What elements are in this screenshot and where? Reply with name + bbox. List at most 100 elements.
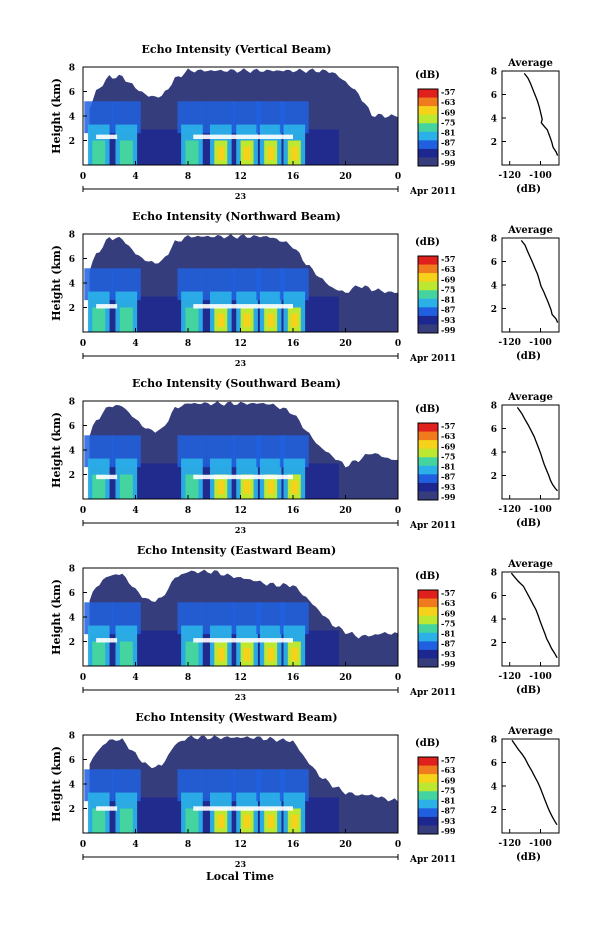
y-tick-label: 2 — [69, 638, 75, 648]
average-title: Average — [507, 726, 553, 737]
average-y-tick-label: 6 — [491, 91, 497, 101]
x-tick-label: 0 — [80, 339, 86, 349]
bright-band — [96, 134, 118, 140]
x-tick-label: 20 — [339, 840, 352, 850]
column-core — [92, 641, 106, 666]
colorbar-tick-label: -69 — [441, 441, 456, 451]
colorbar-swatch — [418, 825, 438, 835]
x-tick-label: 0 — [395, 172, 401, 182]
x-tick-label: 0 — [80, 840, 86, 850]
column-core — [119, 474, 133, 499]
x-tick-label: 20 — [339, 339, 352, 349]
average-y-tick-label: 8 — [491, 402, 497, 412]
colorbar-tick-label: -75 — [441, 284, 455, 294]
column-hot-core — [267, 814, 274, 829]
colorbar-swatch — [418, 649, 438, 659]
column-hot-core — [291, 313, 298, 328]
column-core — [185, 641, 199, 666]
x-tick-label: 20 — [339, 506, 352, 516]
average-x-tick-label: -120 — [498, 171, 521, 181]
average-profile-line — [523, 72, 559, 156]
average-x-label: (dB) — [516, 685, 541, 696]
y-tick-label: 8 — [69, 231, 75, 241]
colorbar-tick-label: -81 — [441, 629, 455, 639]
colorbar-tick-label: -57 — [441, 87, 455, 97]
colorbar-tick-label: -87 — [441, 305, 455, 315]
column-core — [185, 808, 199, 833]
average-frame — [501, 738, 560, 834]
colorbar-tick-label: -81 — [441, 462, 455, 472]
colorbar-tick-label: -87 — [441, 639, 455, 649]
colorbar-swatch — [418, 590, 438, 600]
colorbar-swatch — [418, 157, 438, 167]
colorbar-tick-label: -93 — [441, 816, 456, 826]
y-tick-label: 4 — [69, 614, 75, 624]
colorbar-tick-label: -69 — [441, 107, 456, 117]
y-tick-label: 6 — [69, 422, 75, 432]
column-core — [92, 307, 106, 332]
column-core — [119, 641, 133, 666]
colorbar-swatch — [418, 641, 438, 651]
bright-band — [193, 638, 293, 643]
average-x-label: (dB) — [516, 518, 541, 529]
date-label: Apr 2011 — [409, 187, 456, 197]
average-y-tick-label: 6 — [491, 425, 497, 435]
x-tick-label: 0 — [395, 339, 401, 349]
x-tick-label: 0 — [395, 840, 401, 850]
x-tick-label: 16 — [287, 840, 300, 850]
average-x-tick-label: -100 — [529, 338, 552, 348]
average-frame — [501, 70, 560, 166]
average-y-tick-label: 8 — [491, 68, 497, 78]
x-axis-label: Local Time — [206, 870, 274, 883]
x-tick-label: 4 — [132, 339, 138, 349]
column-hot-core — [267, 647, 274, 662]
column-hot-core — [267, 480, 274, 495]
average-x-label: (dB) — [516, 351, 541, 362]
bright-band — [96, 638, 118, 643]
bright-band — [193, 134, 293, 140]
date-label: Apr 2011 — [409, 855, 456, 865]
column-hot-core — [291, 146, 298, 161]
colorbar-tick-label: -69 — [441, 608, 456, 618]
average-y-tick-label: 4 — [491, 616, 497, 626]
echo-column — [206, 268, 236, 332]
colorbar-swatch — [418, 615, 438, 625]
y-tick-label: 4 — [69, 113, 75, 123]
column-core — [92, 808, 106, 833]
y-tick-label: 4 — [69, 781, 75, 791]
echo-column — [111, 769, 141, 833]
colorbar-swatch — [418, 607, 438, 617]
colorbar-tick-label: -87 — [441, 138, 455, 148]
average-profile-line — [511, 739, 558, 826]
column-hot-core — [267, 146, 274, 161]
colorbar-swatch — [418, 632, 438, 642]
panel-title: Echo Intensity (Vertical Beam) — [141, 43, 331, 56]
echo-column — [111, 101, 141, 165]
bright-band — [193, 474, 293, 480]
x-tick-label: 4 — [132, 172, 138, 182]
column-core — [185, 307, 199, 332]
column-core — [119, 808, 133, 833]
column-hot-core — [291, 814, 298, 829]
average-profile-line — [520, 239, 559, 323]
colorbar-unit: (dB) — [415, 404, 440, 415]
average-y-tick-label: 6 — [491, 759, 497, 769]
colorbar-tick-label: -69 — [441, 775, 456, 785]
y-axis-label: Height (km) — [50, 579, 63, 655]
colorbar-tick-label: -57 — [441, 588, 455, 598]
average-x-label: (dB) — [516, 184, 541, 195]
x-tick-label: 0 — [80, 506, 86, 516]
y-axis-label: Height (km) — [50, 746, 63, 822]
colorbar-tick-label: -99 — [441, 325, 456, 335]
column-core — [92, 140, 106, 165]
average-y-tick-label: 6 — [491, 592, 497, 602]
x-tick-label: 12 — [234, 172, 247, 182]
y-tick-label: 6 — [69, 88, 75, 98]
echo-column — [111, 602, 141, 666]
x-tick-label: 0 — [395, 506, 401, 516]
average-frame — [501, 237, 560, 333]
colorbar-unit: (dB) — [415, 237, 440, 248]
panel-0: Echo Intensity (Vertical Beam) 2 4 6 8 Height… — [50, 43, 560, 201]
x-tick-label: 12 — [234, 673, 247, 683]
colorbar-swatch — [418, 482, 438, 492]
